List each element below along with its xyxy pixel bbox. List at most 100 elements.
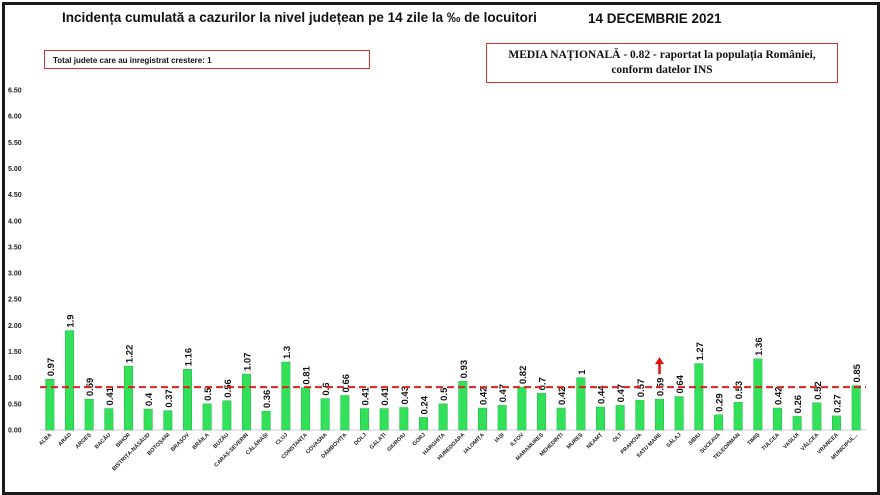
bar-39 [812, 402, 822, 431]
y-tick-label: 5.00 [8, 166, 22, 173]
y-tick-label: 2.00 [8, 323, 22, 330]
data-label-20: 0.5 [439, 387, 450, 401]
bar-24 [517, 386, 527, 431]
bar-4 [124, 365, 133, 431]
category-label-28: NEAMȚ [586, 432, 605, 451]
category-label-39: VÂLCEA [799, 431, 820, 452]
bar-27 [576, 377, 586, 431]
category-label-0: ALBA [38, 432, 53, 447]
category-label-2: ARGEȘ [75, 432, 93, 450]
data-label-5: 0.4 [144, 392, 155, 406]
y-tick-label: 0.50 [8, 401, 22, 408]
bar-31 [655, 398, 664, 431]
category-label-7: BRAȘOV [170, 432, 191, 453]
bar-2 [84, 398, 94, 431]
data-label-17: 0.41 [380, 386, 391, 405]
data-label-21: 0.93 [459, 360, 470, 379]
bar-18 [399, 407, 409, 431]
data-label-40: 0.27 [833, 394, 844, 413]
data-label-12: 1.3 [282, 346, 293, 359]
bar-13 [301, 387, 310, 431]
chart-title: Incidența cumulată a cazurilor la nivel … [62, 10, 537, 25]
data-label-23: 0.47 [498, 384, 509, 402]
data-label-15: 0.66 [341, 374, 352, 393]
bar-29 [615, 405, 625, 431]
category-label-22: IALOMIȚA [463, 432, 486, 455]
y-tick-label: 6.00 [8, 114, 22, 121]
data-label-34: 0.29 [715, 393, 726, 412]
bar-26 [556, 407, 566, 431]
data-label-4: 1.22 [125, 345, 136, 364]
data-label-9: 0.56 [223, 379, 234, 398]
category-label-12: CLUJ [275, 432, 289, 446]
y-tick-label: 5.50 [8, 140, 22, 147]
data-label-24: 0.82 [518, 366, 529, 385]
report-date: 14 DECEMBRIE 2021 [588, 11, 722, 26]
bar-21 [458, 381, 468, 431]
category-label-5: BISTRIȚA-NĂSĂUD [111, 431, 152, 472]
y-tick-label: 1.50 [8, 349, 22, 356]
data-label-37: 0.42 [774, 387, 785, 406]
bar-35 [733, 402, 743, 431]
bar-20 [438, 403, 448, 431]
category-label-23: IAȘI [494, 432, 506, 444]
bar-10 [242, 373, 251, 431]
y-tick-label: 3.00 [8, 271, 22, 278]
data-label-7: 1.16 [184, 348, 195, 367]
category-label-37: TULCEA [761, 432, 781, 452]
bar-3 [104, 408, 114, 431]
data-label-27: 1 [577, 369, 588, 375]
data-label-41: 0.85 [852, 363, 863, 382]
national-average-line1: MEDIA NAȚIONALĂ - 0.82 - raportat la pop… [508, 49, 816, 61]
bar-37 [773, 407, 782, 431]
data-label-1: 1.9 [66, 314, 77, 327]
bar-14 [320, 398, 330, 431]
data-label-10: 1.07 [243, 353, 254, 372]
data-label-14: 0.6 [321, 382, 332, 395]
bar-33 [694, 363, 704, 431]
data-label-26: 0.42 [557, 387, 568, 406]
bar-19 [419, 417, 428, 431]
category-label-10: CARAȘ-SEVERIN [213, 432, 249, 468]
bar-25 [537, 393, 546, 431]
y-tick-label: 6.50 [8, 88, 22, 95]
bar-9 [222, 400, 232, 431]
bar-6 [163, 410, 173, 431]
bar-7 [183, 369, 192, 431]
bar-11 [261, 410, 271, 431]
bar-1 [65, 330, 74, 431]
data-label-38: 0.26 [793, 395, 804, 414]
data-label-29: 0.47 [616, 384, 627, 403]
data-label-33: 1.27 [695, 342, 706, 361]
bar-28 [596, 406, 605, 431]
bar-38 [792, 416, 802, 431]
y-tick-label: 3.50 [8, 244, 22, 251]
y-tick-label: 4.50 [8, 192, 22, 199]
bar-17 [379, 408, 389, 431]
data-label-13: 0.81 [302, 365, 313, 384]
data-label-19: 0.24 [420, 395, 431, 414]
category-label-9: BUZĂU [212, 431, 231, 450]
bar-23 [497, 405, 507, 431]
data-label-3: 0.41 [105, 386, 116, 405]
bar-0 [45, 379, 55, 431]
category-label-29: OLT [612, 432, 624, 444]
category-label-16: DOLJ [353, 432, 368, 447]
data-label-22: 0.42 [479, 387, 490, 406]
y-tick-label: 1.00 [8, 375, 22, 382]
bar-12 [281, 361, 291, 431]
bar-16 [360, 408, 369, 431]
y-tick-label: 0.00 [8, 428, 22, 435]
category-label-19: GORJ [412, 432, 427, 447]
bar-32 [674, 396, 684, 431]
data-label-25: 0.7 [538, 377, 549, 390]
bar-34 [714, 414, 723, 431]
category-label-33: SIBIU [688, 432, 703, 447]
category-label-27: MUREȘ [566, 432, 585, 451]
data-label-16: 0.41 [361, 386, 372, 405]
data-label-36: 1.36 [754, 337, 765, 356]
bar-40 [832, 415, 841, 431]
data-label-39: 0.52 [813, 381, 824, 400]
data-label-28: 0.44 [597, 385, 608, 404]
